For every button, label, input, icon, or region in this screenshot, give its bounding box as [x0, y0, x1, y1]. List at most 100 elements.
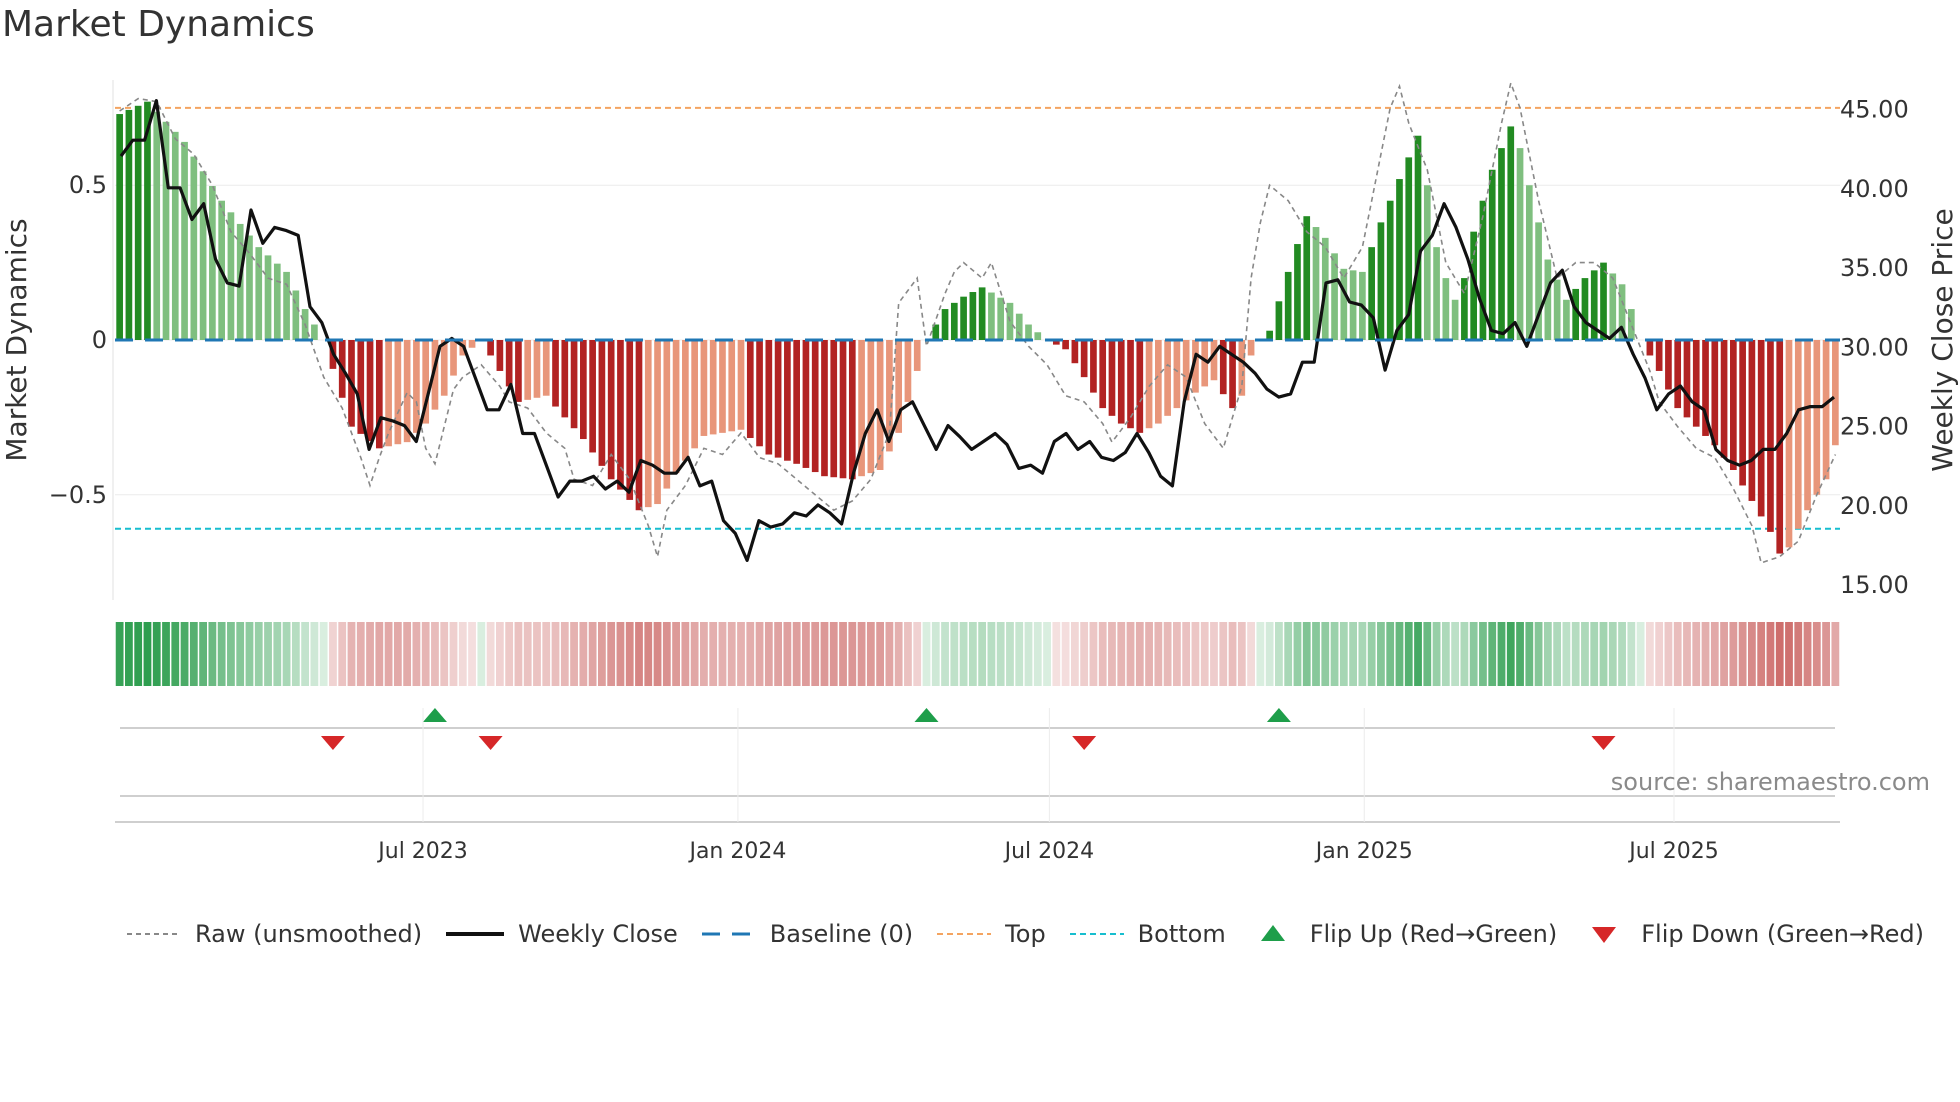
- dynamics-bar: [1627, 309, 1635, 340]
- dynamics-bar: [848, 340, 856, 480]
- dynamics-bar: [125, 109, 133, 341]
- heat-cell: [802, 622, 810, 686]
- heat-cell: [829, 622, 838, 686]
- heat-cell: [922, 622, 931, 686]
- dynamics-bar: [1303, 216, 1311, 340]
- legend-label-flip-up: Flip Up (Red→Green): [1309, 920, 1558, 948]
- heat-cell: [291, 622, 300, 686]
- dynamics-bar: [1331, 253, 1338, 340]
- heat-cell: [412, 622, 421, 686]
- heat-cell: [1302, 622, 1311, 686]
- dynamics-bar: [1071, 340, 1079, 364]
- heat-cell: [264, 622, 272, 686]
- dynamics-bar: [440, 340, 448, 396]
- heat-cell: [403, 622, 412, 686]
- heat-cell: [607, 622, 616, 686]
- bottom-line-swatch-icon: [1069, 933, 1124, 935]
- y-tick-label-left: −0.5: [49, 481, 107, 509]
- dynamics-bar: [515, 340, 522, 402]
- heat-cell: [1321, 622, 1330, 686]
- legend-item-baseline: Baseline (0): [700, 920, 913, 948]
- heat-cell: [1775, 622, 1784, 686]
- dynamics-bar: [1080, 340, 1088, 378]
- dynamics-bar: [116, 114, 123, 340]
- heat-cell: [616, 622, 625, 686]
- dynamics-bar: [422, 340, 430, 424]
- dynamics-bar: [1377, 222, 1385, 340]
- heat-cell: [1275, 622, 1283, 686]
- heat-cell: [1080, 622, 1089, 686]
- heat-cell: [505, 622, 514, 686]
- dynamics-bar: [153, 111, 161, 340]
- heat-cell: [866, 622, 875, 686]
- heat-cell: [310, 622, 319, 686]
- heat-cell: [848, 622, 857, 686]
- heat-cell: [950, 622, 959, 686]
- dynamics-bar: [1155, 340, 1162, 424]
- legend-label-baseline: Baseline (0): [769, 920, 914, 948]
- dynamics-bar: [1832, 340, 1839, 446]
- dynamics-bar: [1386, 200, 1394, 340]
- dynamics-bar: [1164, 340, 1171, 416]
- heat-cell: [1720, 622, 1728, 686]
- dynamics-bar: [932, 324, 940, 340]
- heat-cell: [1553, 622, 1562, 686]
- heat-cell: [1330, 622, 1339, 686]
- heat-cell: [1441, 622, 1450, 686]
- heat-cell: [523, 622, 532, 686]
- heat-cell: [598, 622, 606, 686]
- flip-up-marker: [914, 708, 939, 722]
- heat-cell: [1006, 622, 1014, 686]
- dynamics-bar: [682, 340, 689, 461]
- top-line-swatch-icon: [937, 933, 992, 935]
- y-tick-label-right: 35.00: [1840, 254, 1909, 282]
- dynamics-bar: [1284, 271, 1292, 340]
- dynamics-bar: [654, 340, 661, 505]
- heat-cell: [171, 622, 180, 686]
- dynamics-bar: [431, 340, 439, 410]
- flip-down-marker: [1072, 736, 1097, 750]
- dynamics-bar: [1488, 169, 1496, 340]
- dynamics-bar: [283, 271, 290, 340]
- heat-cell: [115, 622, 124, 686]
- flip-down-marker: [320, 736, 345, 750]
- dynamics-bar: [737, 340, 745, 430]
- dynamics-bar: [1702, 340, 1709, 436]
- heat-cell: [486, 622, 495, 686]
- dynamics-bar: [1451, 299, 1459, 340]
- dynamics-bar: [1674, 340, 1682, 409]
- heat-cell: [1265, 622, 1274, 686]
- heat-cell: [1590, 622, 1599, 686]
- y-tick-label-right: 20.00: [1840, 492, 1909, 520]
- dynamics-bar: [264, 255, 272, 340]
- dynamics-bar: [719, 340, 726, 433]
- heat-cell: [477, 622, 486, 686]
- heat-cell: [774, 622, 782, 686]
- heat-cell: [384, 622, 393, 686]
- baseline-swatch-icon: [701, 932, 756, 936]
- dynamics-bar: [821, 340, 828, 477]
- flip-markers: [120, 708, 1835, 797]
- dynamics-bar: [375, 340, 383, 449]
- y-tick-label-right: 30.00: [1840, 333, 1909, 361]
- flip-up-marker: [1266, 708, 1291, 722]
- dynamics-bar: [1266, 330, 1273, 340]
- legend-item-raw: Raw (unsmoothed): [125, 920, 422, 948]
- heat-cell: [1395, 622, 1404, 686]
- dynamics-bar: [950, 302, 958, 340]
- heat-cell: [236, 622, 245, 686]
- dynamics-bar: [1785, 340, 1793, 548]
- dynamics-bar: [1349, 270, 1357, 340]
- legend-label-flip-down: Flip Down (Green→Red): [1641, 920, 1924, 948]
- heat-cell: [431, 622, 439, 686]
- dynamics-bar: [1692, 340, 1700, 427]
- heat-cell: [1237, 622, 1246, 686]
- heat-cell: [1089, 622, 1098, 686]
- triangle-up-icon: [1260, 925, 1285, 941]
- dynamics-bar: [1238, 340, 1246, 396]
- heat-cell: [662, 622, 671, 686]
- dynamics-bar: [1312, 227, 1320, 340]
- legend: Raw (unsmoothed) Weekly Close Baseline (…: [125, 920, 1946, 948]
- heat-cell: [1618, 622, 1626, 686]
